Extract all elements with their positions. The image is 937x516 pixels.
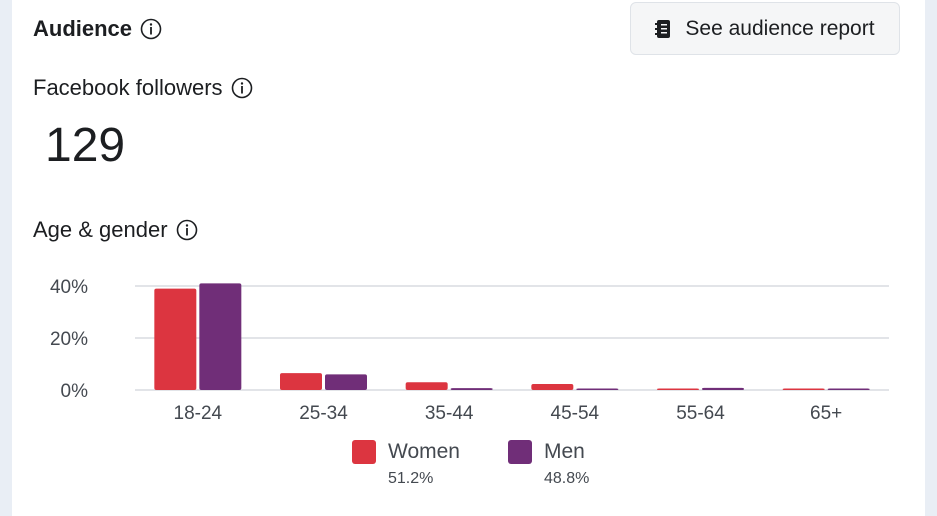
x-tick-label: 25-34 — [299, 403, 348, 424]
bar-men-25-34[interactable] — [325, 374, 367, 390]
x-tick-label: 18-24 — [174, 403, 223, 424]
audience-title: Audience — [33, 16, 133, 41]
report-book-icon — [655, 19, 671, 38]
audience-header: Audience — [33, 16, 162, 42]
legend-women-label: Women — [388, 440, 460, 463]
info-icon[interactable] — [176, 219, 198, 241]
y-tick-label: 20% — [50, 329, 88, 350]
followers-label-text: Facebook followers — [33, 75, 223, 100]
bar-men-65+[interactable] — [827, 388, 870, 391]
bar-women-18-24[interactable] — [154, 288, 197, 390]
see-audience-report-button[interactable]: See audience report — [630, 2, 900, 55]
legend-men-label: Men — [544, 440, 585, 463]
bar-women-45-54[interactable] — [531, 384, 574, 390]
info-icon[interactable] — [231, 77, 253, 99]
legend-item-women[interactable]: Women 51.2% — [352, 440, 508, 488]
x-tick-label: 35-44 — [425, 403, 474, 424]
age-gender-label-text: Age & gender — [33, 217, 168, 242]
x-tick-label: 65+ — [810, 403, 842, 424]
info-icon[interactable] — [140, 18, 162, 40]
bar-men-18-24[interactable] — [199, 283, 242, 390]
age-gender-label: Age & gender — [33, 217, 198, 243]
x-tick-label: 55-64 — [676, 403, 725, 424]
age-gender-bar-chart: 0% 20% 40% 18-24 25-34 35-44 45-54 55-64 65+ — [50, 277, 889, 424]
legend-women-percent: 51.2% — [388, 470, 434, 487]
legend-item-men[interactable]: Men 48.8% — [508, 440, 664, 488]
y-tick-label: 0% — [61, 381, 89, 402]
bar-women-35-44[interactable] — [405, 382, 448, 390]
chart-legend: Women 51.2% Men 48.8% — [352, 440, 664, 488]
y-tick-label: 40% — [50, 277, 88, 298]
followers-count: 129 — [45, 119, 126, 172]
men-swatch — [508, 440, 532, 464]
legend-men-percent: 48.8% — [544, 470, 590, 487]
see-audience-report-label: See audience report — [685, 16, 875, 40]
bar-men-55-64[interactable] — [702, 387, 744, 390]
women-swatch — [352, 440, 376, 464]
facebook-followers-label: Facebook followers — [33, 75, 253, 101]
audience-card: Audience See audience report Facebook fo… — [12, 0, 925, 516]
x-tick-label: 45-54 — [551, 403, 600, 424]
bar-women-25-34[interactable] — [280, 373, 322, 390]
bar-men-45-54[interactable] — [576, 388, 619, 391]
bar-men-35-44[interactable] — [450, 388, 493, 390]
bar-women-55-64[interactable] — [657, 388, 699, 391]
bar-women-65+[interactable] — [782, 388, 825, 391]
